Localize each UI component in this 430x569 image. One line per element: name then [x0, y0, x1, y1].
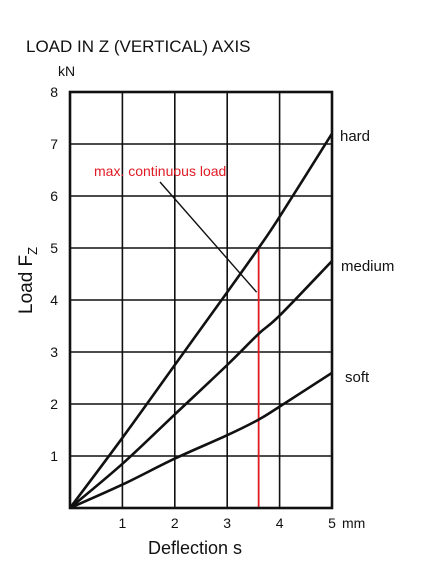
y-axis-label-text: Load F	[16, 255, 37, 314]
x-unit-label: mm	[342, 515, 365, 531]
y-tick-label-5: 5	[50, 240, 58, 256]
x-tick-label-3: 3	[223, 515, 231, 531]
y-tick-label-6: 6	[50, 188, 58, 204]
plot-frame	[68, 90, 334, 510]
x-tick-label-4: 4	[276, 515, 284, 531]
series-label-soft: soft	[345, 369, 370, 386]
x-tick-label-5: 5	[328, 515, 336, 531]
series-line-soft	[69, 371, 333, 510]
y-tick-label-1: 1	[50, 448, 58, 464]
y-axis-label-subscript: Z	[25, 247, 40, 255]
series-line-hard	[68, 132, 334, 509]
x-tick-label-1: 1	[119, 515, 127, 531]
y-tick-label-8: 8	[50, 84, 58, 100]
y-axis-label: Load FZ	[16, 247, 40, 314]
y-tick-label-4: 4	[50, 292, 58, 308]
series-label-hard: hard	[340, 128, 370, 145]
y-unit-label: kN	[58, 63, 75, 79]
y-tick-label-3: 3	[50, 344, 58, 360]
series-labels: hard medium soft	[340, 128, 394, 386]
x-tick-label-2: 2	[171, 515, 179, 531]
y-tick-label-2: 2	[50, 396, 58, 412]
max-continuous-load-label: max. continuous load	[94, 163, 226, 179]
chart-title: LOAD IN Z (VERTICAL) AXIS	[26, 37, 251, 56]
tick-labels: 1 2 3 4 5 1 2 3 4 5 6 7 8	[50, 84, 336, 531]
y-tick-label-7: 7	[50, 136, 58, 152]
series-line-medium	[69, 260, 333, 509]
series-curves	[68, 132, 334, 510]
x-axis-label: Deflection s	[148, 538, 242, 558]
series-label-medium: medium	[341, 258, 394, 275]
